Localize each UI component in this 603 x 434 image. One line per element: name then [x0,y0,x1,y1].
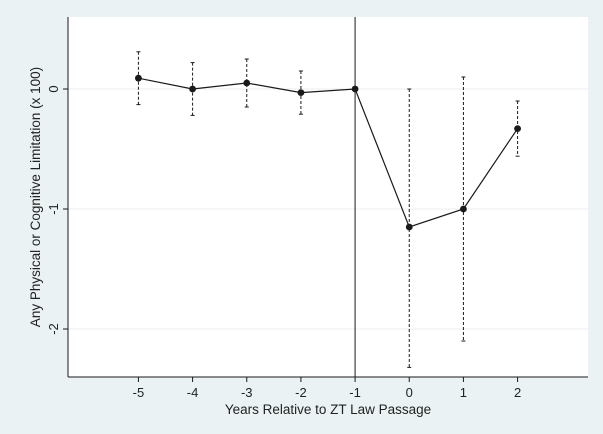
series-line [138,77,519,228]
tick-labels: -5 -4 -3 -2 -1 0 1 2 0 -1 -2 [46,85,521,400]
data-point-3 [297,89,305,96]
x-tick-label-5: 0 [406,385,413,400]
data-points [135,74,521,231]
data-point-2 [243,79,251,87]
x-axis-title: Years Relative to ZT Law Passage [225,402,431,417]
y-tick-label-1: -1 [46,203,61,215]
y-tick-label-2: -2 [46,323,61,335]
data-point-5 [405,223,413,231]
x-tick-label-3: -2 [295,385,307,400]
x-tick-label-6: 1 [460,385,467,400]
axes [63,17,588,382]
x-tick-label-0: -5 [133,385,145,400]
series-line-layer [138,77,519,228]
y-axis-title: Any Physical or Cognitive Limitation (x … [28,67,43,327]
data-point-6 [460,205,467,213]
data-point-7 [514,125,521,132]
plot-area [68,17,588,377]
x-tick-label-1: -4 [187,385,199,400]
x-tick-label-2: -3 [241,385,253,400]
x-tick-label-7: 2 [514,385,521,400]
data-point-1 [189,85,196,93]
data-point-4 [351,85,359,93]
grid-lines [68,88,588,330]
data-point-0 [135,74,142,82]
y-tick-label-0: 0 [46,85,61,92]
x-tick-label-4: -1 [349,385,361,400]
